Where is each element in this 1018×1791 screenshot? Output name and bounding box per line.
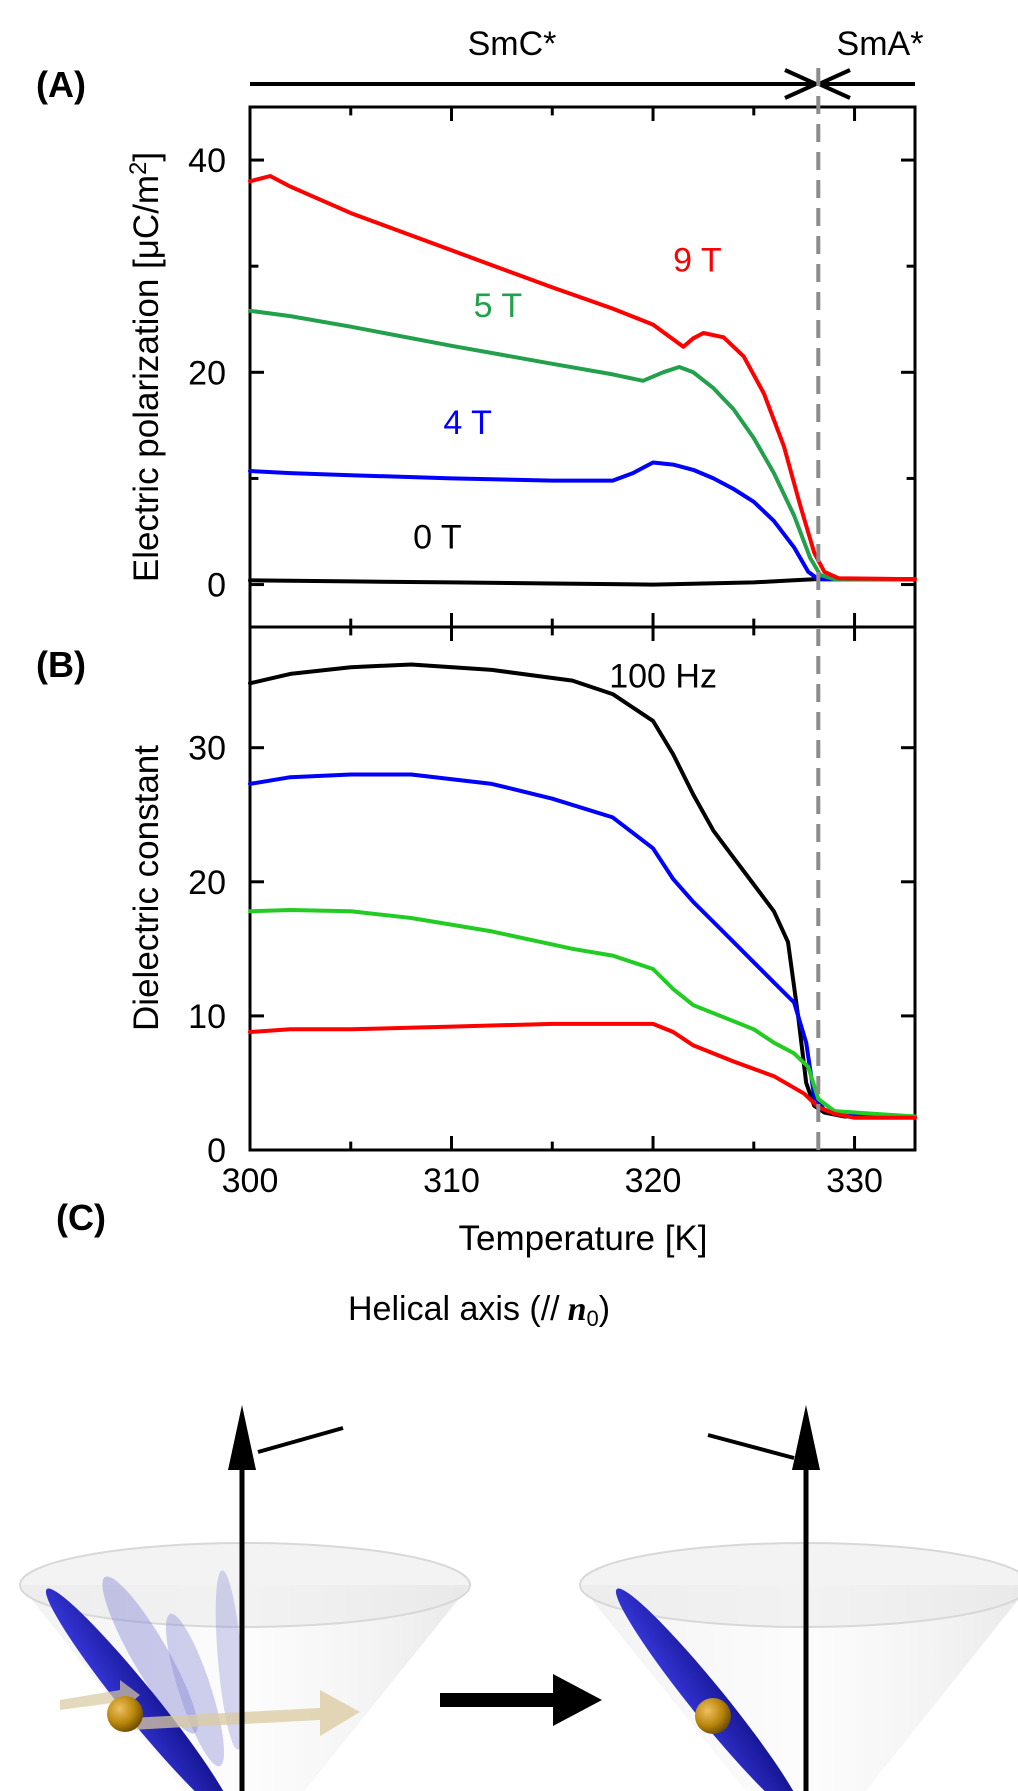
panel-b-label: (B) [36,644,86,685]
plot-a-y-tick-label: 40 [188,142,226,180]
phase-bar: SmC* SmA* [250,25,924,100]
plot-a-series-4t [248,460,917,582]
plot-b-y-tick-label: 0 [207,1132,226,1170]
plot-b-series-red [248,1021,917,1120]
plot-b-x-tick-label: 320 [625,1162,682,1200]
phase-smc-label: SmC* [468,25,557,63]
ghost-molecule-3 [215,1570,245,1750]
panel-a-label: (A) [36,64,86,105]
plot-a-x-ticks [248,107,857,627]
plot-b-x-ticks: 300 310 320 330 [222,627,883,1200]
plot-b: 0 10 20 30 300 310 320 330 100 Hz Dielectric c… [127,625,917,1258]
plot-b-series-black [248,662,917,1119]
plot-a-annotation: 5 T [474,287,523,325]
plot-a-annotation: 9 T [673,241,722,279]
plot-b-annotations: 100 Hz [609,657,717,695]
plot-a-y-axis-title: Electric polarization [μC/m2] [125,152,166,582]
plot-b-x-tick-label: 330 [826,1162,883,1200]
plot-a-y-tick-label: 20 [188,354,226,392]
plot-a-series-0t [248,577,917,587]
label-pointer-right [707,1433,795,1460]
helical-axis-label: Helical axis (//n0) [348,1290,610,1331]
ghost-molecule-1 [102,1576,198,1734]
plot-a-y-ticks: 0 20 40 [188,142,915,605]
plot-a-frame [248,105,917,629]
plot-a-series [248,174,917,587]
plot-b-y-tick-label: 20 [188,864,226,902]
plot-b-x-axis-title: Temperature [K] [459,1219,708,1258]
plot-b-y-axis-title: Dielectric constant [127,745,166,1031]
panel-c-label: (C) [56,1197,106,1238]
illustration-right [579,1405,1018,1791]
plot-b-series [248,662,917,1120]
plot-b-y-tick-label: 30 [188,730,226,768]
dipole-ball-left [107,1696,143,1732]
plot-b-y-tick-label: 10 [188,998,226,1036]
plot-a-annotations: 9 T 5 T 4 T 0 T [413,241,721,556]
dipole-arrow-left [130,1690,360,1736]
dipole-ball-right [695,1698,731,1734]
plot-a: 0 20 40 9 T 5 T 4 T 0 T Electric polarization… [125,105,917,629]
plot-a-y-tick-label: 0 [207,567,226,605]
plot-a-annotation: 0 T [413,518,462,556]
cone-left [20,1585,470,1791]
plot-a-annotation: 4 T [443,404,492,442]
molecule-left [45,1588,235,1791]
plot-b-x-tick-label: 310 [423,1162,480,1200]
plot-b-x-tick-label: 300 [222,1162,279,1200]
plot-b-series-blue [248,772,917,1119]
plot-a-series-9t [248,174,917,582]
plot-a-series-5t [248,308,917,582]
label-pointer-left [257,1426,344,1454]
helical-axis-left-arrowhead [228,1405,256,1470]
plot-b-annotation: 100 Hz [609,657,717,695]
cone-left-top [19,1542,471,1628]
transition-arrow [440,1674,602,1726]
plot-b-series-green [248,908,917,1119]
plot-b-y-ticks: 0 10 20 30 [188,730,915,1170]
ghost-molecule-2 [165,1613,225,1767]
cone-right [580,1585,1018,1791]
transition-arrow-head [553,1674,602,1726]
phase-sma-label: SmA* [837,25,924,63]
helical-axis-right-arrowhead [792,1405,820,1470]
plot-b-frame [248,625,917,1152]
illustration-left [19,1405,471,1791]
